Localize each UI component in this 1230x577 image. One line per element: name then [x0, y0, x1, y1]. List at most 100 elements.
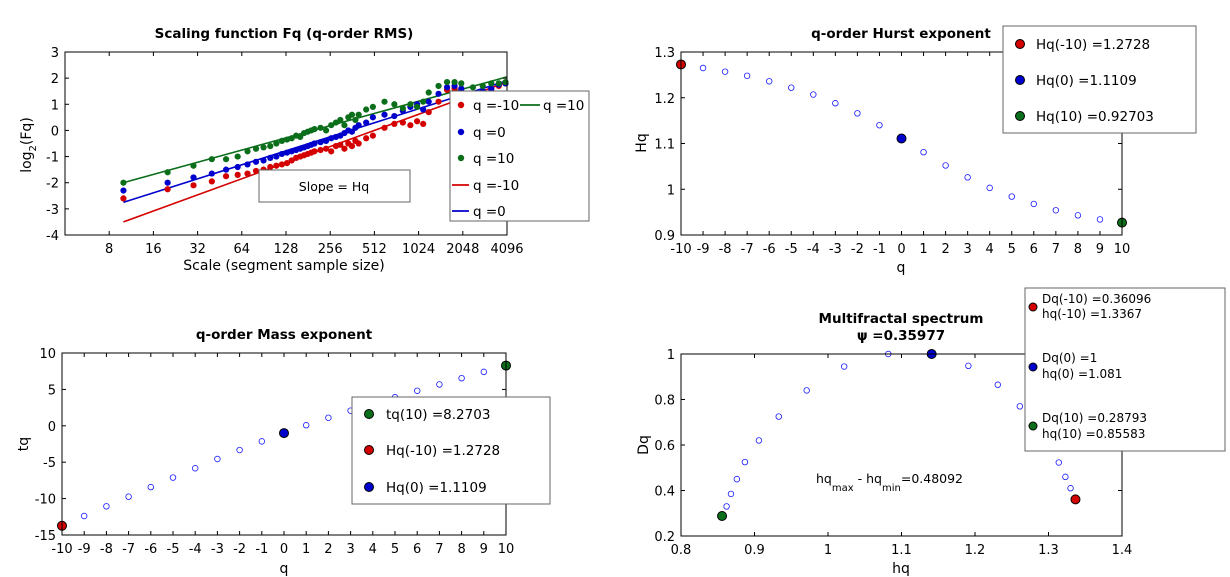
tq-xtick-label: 3: [346, 542, 354, 557]
tq-point: [325, 414, 332, 421]
fq-point: [420, 98, 427, 105]
fq-point: [391, 101, 398, 108]
hq-xtick-label: 0: [897, 242, 905, 257]
fq-point: [283, 149, 291, 156]
tq-legend-marker-green: [364, 409, 374, 419]
hq-legend: [1002, 25, 1197, 134]
dq-xtick-label: 1.2: [965, 543, 986, 558]
tq-xtick-label: -2: [233, 542, 246, 557]
fq-point: [348, 143, 356, 150]
dq-point: [965, 362, 972, 370]
tq-xtick-label: 9: [480, 542, 488, 557]
fq-legend-label: q =-10: [473, 178, 519, 194]
fq-point: [458, 85, 465, 92]
fq-legend-label: q =0: [473, 204, 506, 220]
dq-legend-marker-blue: [1028, 362, 1038, 372]
tq-point: [169, 474, 177, 481]
fq-ytick-label: -4: [46, 229, 59, 244]
fq-point: [363, 135, 370, 142]
fq-point: [355, 122, 362, 129]
hq-xtick-label: 5: [1008, 242, 1016, 257]
fq-point: [278, 161, 285, 168]
dq-highlight-point: [717, 510, 728, 521]
tq-legend-label: tq(10) =8.2703: [386, 407, 490, 423]
fq-ytick-label: -3: [46, 203, 59, 218]
tq-point: [414, 387, 421, 394]
dq-ytick-label: 0.6: [654, 439, 675, 454]
fq-ylabel: log2(Fq): [19, 117, 39, 173]
fq-point: [311, 148, 318, 155]
hq-point: [743, 72, 751, 79]
fq-point: [399, 105, 406, 112]
fq-point: [381, 98, 388, 105]
fq-point: [234, 163, 241, 171]
dq-xtick-label: 1.1: [891, 543, 912, 558]
dq-point: [803, 387, 810, 394]
tq-xtick-label: 0: [280, 542, 288, 557]
hq-point: [1096, 216, 1104, 223]
fq-ytick-label: 1: [51, 98, 59, 113]
dq-point: [727, 490, 735, 498]
fq-point: [413, 118, 421, 125]
hq-point: [1052, 207, 1060, 214]
fq-point: [435, 98, 442, 105]
fq-point: [222, 173, 230, 180]
fq-point: [425, 89, 432, 96]
panel-mass-exponent: q-order Mass exponent -10 -9 -8 -7 -6 -5 -4 -3-…: [16, 327, 551, 577]
dq-point: [840, 363, 848, 370]
fq-point: [443, 84, 451, 91]
dq-point: [741, 458, 749, 466]
tq-xtick-label: -5: [167, 542, 180, 557]
hq-ylabel: Hq: [634, 133, 650, 152]
dq-legend-label: hq(10) =0.85583: [1042, 427, 1145, 441]
fq-xtick-label: 8: [105, 242, 113, 257]
fq-point: [244, 161, 251, 168]
hq-xtick-label: -2: [851, 242, 864, 257]
fq-legend: [449, 90, 590, 222]
hq-point: [721, 68, 729, 75]
hq-point: [876, 121, 883, 129]
fq-point: [407, 101, 414, 108]
dq-point: [1062, 473, 1069, 481]
fq-xtick-label: 1024: [402, 242, 435, 257]
tq-xtick-label: 6: [413, 542, 421, 557]
tq-xtick-label: 1: [302, 542, 310, 557]
fq-point: [399, 119, 406, 126]
hq-xtick-label: -5: [785, 242, 798, 257]
hq-ytick-label: 1.1: [654, 138, 675, 153]
fq-legend-label: q =10: [543, 98, 584, 114]
dq-xtick-label: 1.4: [1112, 543, 1133, 558]
fq-point: [391, 120, 398, 127]
tq-xtick-label: -9: [78, 542, 91, 557]
fq-ytick-label: -2: [46, 177, 59, 192]
dq-point: [1055, 459, 1062, 466]
fq-point: [451, 78, 458, 86]
tq-point: [236, 446, 243, 454]
fq-point: [222, 166, 230, 173]
fq-point: [341, 122, 348, 129]
fq-point: [352, 116, 359, 124]
fq-point: [369, 132, 376, 139]
dq-legend-label: Dq(0) =1: [1042, 351, 1097, 365]
tq-point: [103, 503, 110, 510]
hq-legend-label: Hq(-10) =1.2728: [1036, 37, 1150, 53]
fq-ytick-label: 3: [51, 46, 59, 61]
fq-point: [222, 156, 230, 163]
fq-point: [164, 179, 171, 186]
fq-xtick-label: 2048: [446, 242, 479, 257]
dq-title: Multifractal spectrum: [819, 311, 984, 327]
fq-legend-label: q =0: [473, 125, 506, 141]
tq-xtick-label: -1: [255, 542, 268, 557]
fq-point: [317, 124, 324, 131]
fq-point: [425, 98, 432, 105]
dq-annotation: hqmax - hqmin=0.48092: [816, 471, 963, 494]
hq-xtick-label: 7: [1052, 242, 1060, 257]
tq-point: [258, 438, 265, 445]
tq-legend-label: Hq(-10) =1.2728: [386, 443, 500, 459]
hq-xtick-label: 4: [986, 242, 994, 257]
dq-xtick-label: 1.3: [1038, 543, 1059, 558]
fq-point: [234, 171, 241, 178]
tq-legend-marker-blue: [364, 482, 374, 492]
tq-xtick-label: -7: [122, 542, 135, 557]
